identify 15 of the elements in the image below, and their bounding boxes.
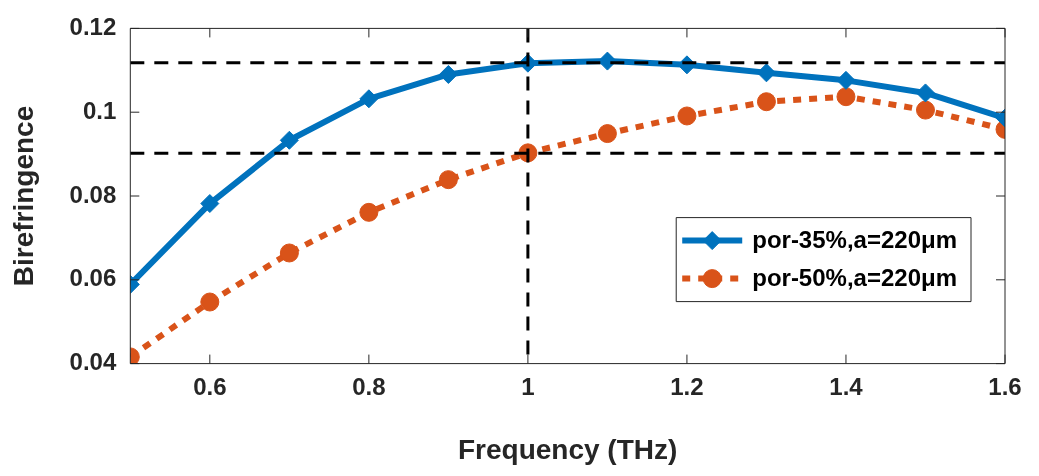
x-axis-title: Frequency (THz) [457,433,678,465]
x-tick-label: 0.8 [352,372,386,400]
y-tick-label: 0.04 [69,348,117,376]
x-tick-label: 1.6 [988,372,1022,400]
legend-label: por-35%,a=220μm [752,226,958,254]
y-tick-label: 0.08 [69,180,117,208]
legend-label: por-50%,a=220μm [752,264,958,292]
x-tick-label: 0.6 [193,372,227,400]
y-tick-label: 0.12 [69,13,117,41]
x-tick-label: 1.2 [670,372,704,400]
y-tick-label: 0.1 [82,96,117,124]
x-tick-label: 1 [521,372,535,400]
y-axis-title: Birefringence [7,105,39,287]
y-tick-label: 0.06 [69,264,117,292]
x-tick-label: 1.4 [829,372,864,400]
